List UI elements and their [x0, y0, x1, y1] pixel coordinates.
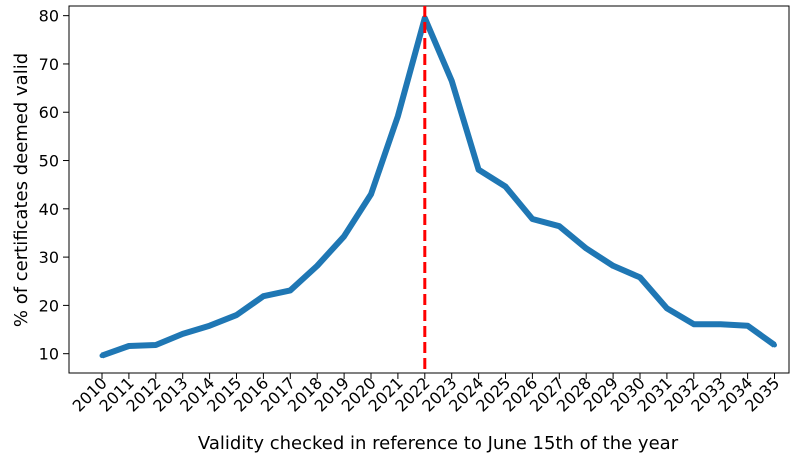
- data-point: [449, 78, 455, 84]
- data-point: [503, 184, 508, 190]
- y-axis-title: % of certificates deemed valid: [11, 53, 32, 327]
- y-tick-label: 60: [39, 103, 59, 122]
- y-tick-label: 10: [39, 345, 59, 364]
- y-tick-label: 30: [39, 248, 59, 267]
- y-axis: 10 20 30 40 50 60 70 80: [39, 7, 69, 364]
- data-point: [772, 342, 777, 348]
- data-point: [314, 263, 320, 269]
- data-point: [476, 167, 482, 173]
- data-point: [745, 323, 751, 329]
- data-point: [207, 323, 213, 329]
- data-point: [691, 321, 697, 327]
- y-tick-label: 50: [39, 152, 59, 171]
- data-point: [529, 216, 535, 222]
- data-point: [368, 191, 374, 197]
- data-point: [583, 245, 589, 251]
- data-point: [180, 331, 186, 337]
- data-point: [287, 287, 293, 293]
- x-axis-title: Validity checked in reference to June 15…: [198, 433, 679, 454]
- x-axis: 2010201120122013201420152016201720182019…: [69, 373, 783, 416]
- data-points: [99, 15, 777, 359]
- series-line: [100, 15, 777, 359]
- data-point: [610, 263, 616, 269]
- y-tick-label: 20: [39, 296, 59, 315]
- data-point: [126, 343, 132, 349]
- y-tick-label: 70: [39, 55, 59, 74]
- data-point: [664, 305, 670, 311]
- data-point: [341, 233, 347, 239]
- data-point: [637, 274, 643, 280]
- y-tick-label: 40: [39, 200, 59, 219]
- plot-area-frame: [68, 5, 790, 374]
- data-point: [99, 353, 105, 359]
- data-point: [234, 312, 239, 318]
- data-point: [718, 321, 724, 327]
- data-point: [153, 342, 159, 348]
- data-point: [395, 113, 401, 119]
- y-tick-label: 80: [39, 7, 59, 26]
- data-point: [260, 293, 266, 299]
- data-point: [556, 223, 562, 229]
